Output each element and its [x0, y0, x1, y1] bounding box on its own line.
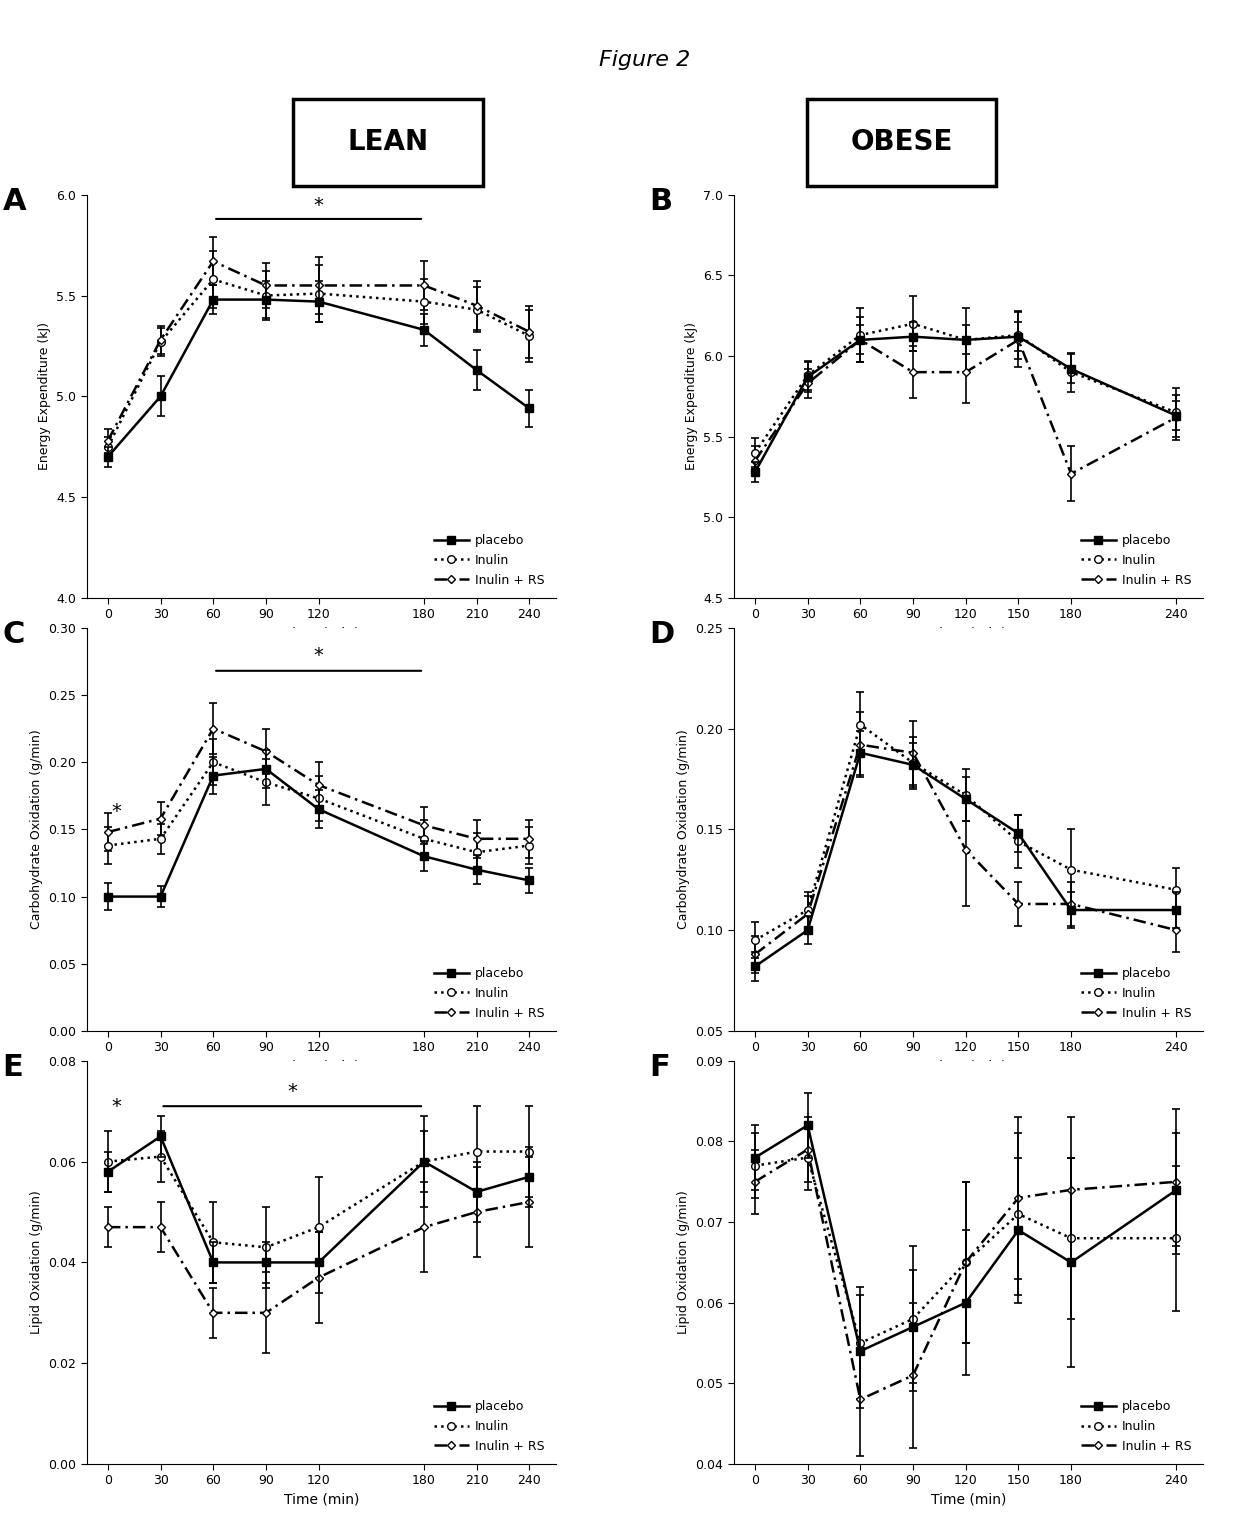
Text: E: E — [2, 1052, 24, 1081]
X-axis label: Time (min): Time (min) — [931, 1060, 1006, 1074]
Text: Figure 2: Figure 2 — [599, 50, 691, 70]
X-axis label: Time (min): Time (min) — [284, 1060, 358, 1074]
Y-axis label: Carbohydrate Oxidation (g/min): Carbohydrate Oxidation (g/min) — [30, 729, 43, 929]
Text: LEAN: LEAN — [347, 128, 429, 157]
Text: B: B — [650, 186, 672, 215]
Text: *: * — [112, 802, 122, 822]
Text: *: * — [112, 1096, 122, 1116]
Text: F: F — [650, 1052, 671, 1081]
Y-axis label: Lipid Oxidation (g/min): Lipid Oxidation (g/min) — [677, 1191, 689, 1334]
Legend: placebo, Inulin, Inulin + RS: placebo, Inulin, Inulin + RS — [429, 962, 549, 1025]
Legend: placebo, Inulin, Inulin + RS: placebo, Inulin, Inulin + RS — [1075, 962, 1197, 1025]
Y-axis label: Energy Expenditure (kJ): Energy Expenditure (kJ) — [684, 322, 698, 470]
Text: OBESE: OBESE — [851, 128, 952, 157]
Text: C: C — [2, 619, 25, 648]
FancyBboxPatch shape — [293, 99, 484, 186]
X-axis label: Time (min): Time (min) — [931, 627, 1006, 640]
Text: *: * — [314, 195, 324, 215]
Legend: placebo, Inulin, Inulin + RS: placebo, Inulin, Inulin + RS — [1075, 529, 1197, 592]
Legend: placebo, Inulin, Inulin + RS: placebo, Inulin, Inulin + RS — [429, 1395, 549, 1458]
Legend: placebo, Inulin, Inulin + RS: placebo, Inulin, Inulin + RS — [429, 529, 549, 592]
Y-axis label: Energy Expenditure (kJ): Energy Expenditure (kJ) — [38, 322, 51, 470]
Text: A: A — [2, 186, 26, 215]
X-axis label: Time (min): Time (min) — [931, 1493, 1006, 1507]
Y-axis label: Lipid Oxidation (g/min): Lipid Oxidation (g/min) — [30, 1191, 43, 1334]
Text: *: * — [314, 647, 324, 665]
Legend: placebo, Inulin, Inulin + RS: placebo, Inulin, Inulin + RS — [1075, 1395, 1197, 1458]
X-axis label: Time (min): Time (min) — [284, 1493, 358, 1507]
Text: *: * — [288, 1083, 298, 1101]
Text: D: D — [650, 619, 675, 648]
FancyBboxPatch shape — [807, 99, 997, 186]
X-axis label: Time (min): Time (min) — [284, 627, 358, 640]
Y-axis label: Carbohydrate Oxidation (g/min): Carbohydrate Oxidation (g/min) — [677, 729, 689, 929]
